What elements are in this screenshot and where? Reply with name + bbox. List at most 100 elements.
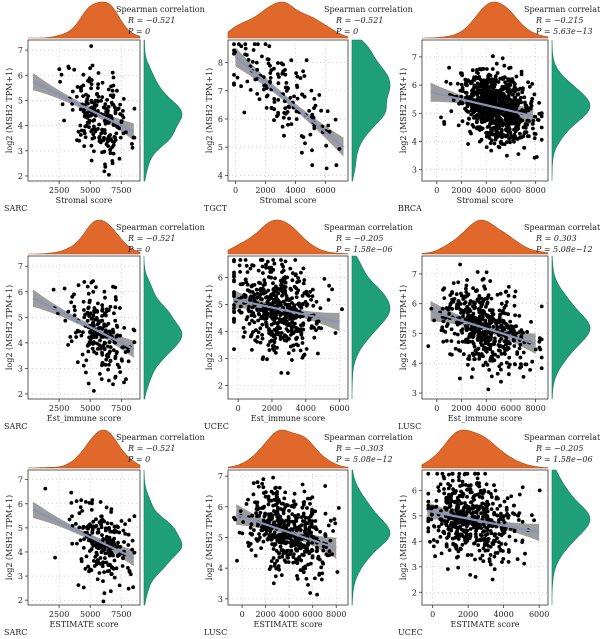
data-point [450,471,455,476]
data-point [525,330,529,334]
data-point [522,109,527,113]
data-point [451,281,456,285]
data-point [97,546,102,550]
data-point [471,503,475,508]
data-point [78,538,83,543]
data-point [107,172,111,177]
data-point [298,348,303,353]
y-tick-label: 5 [218,143,223,152]
data-point [78,123,83,128]
data-point [96,71,101,75]
x-tick-label: 8000 [525,404,545,413]
data-point [232,48,236,53]
data-point [98,522,103,526]
data-point [267,44,272,49]
data-point [489,138,494,143]
data-point [269,489,274,494]
data-point [524,130,529,135]
data-point [98,372,102,376]
y-axis-label: log2 (MSH2 TPM+1) [399,68,408,153]
data-point [492,126,497,130]
data-point [508,103,512,108]
data-point [476,298,480,303]
data-point [448,504,453,508]
data-point [107,527,111,531]
data-point [447,548,452,552]
data-point [458,262,462,267]
data-point [481,507,486,512]
data-point [232,317,236,322]
data-point [532,131,537,136]
data-point [465,278,469,282]
data-point [235,558,239,563]
data-point [499,533,504,538]
data-point [490,121,495,125]
data-point [302,74,307,78]
annotation-heading: Spearman correlation [524,433,600,442]
data-point [104,313,108,318]
data-point [304,545,309,549]
data-point [301,511,306,516]
data-point [499,141,503,146]
data-point [96,94,101,99]
data-point [303,549,307,554]
data-point [252,292,257,297]
data-point [456,475,461,479]
data-point [506,340,511,345]
data-point [328,518,333,523]
data-point [458,349,462,353]
data-point [268,302,272,306]
data-point [295,574,299,578]
data-point [485,313,490,318]
data-point [257,312,262,317]
data-point [261,518,266,523]
data-point [480,495,485,500]
data-point [531,122,535,126]
data-point [281,62,285,67]
data-point [72,304,77,309]
data-point [468,309,473,313]
data-point [475,515,480,520]
data-point [284,315,288,320]
data-point [451,299,456,304]
data-point [465,104,470,109]
data-point [92,149,96,154]
data-point [111,348,116,353]
data-point [503,94,507,99]
data-point [83,124,88,129]
data-point [490,94,494,99]
data-point [517,346,522,351]
data-point [525,134,530,139]
data-point [272,530,277,535]
data-point [309,324,314,329]
data-point [304,527,308,531]
data-point [93,317,98,322]
data-point [454,306,459,311]
data-point [112,558,117,563]
data-point [80,509,85,513]
data-point [496,144,501,149]
data-point [443,330,448,334]
data-point [310,519,315,523]
data-point [476,89,480,94]
data-point [330,552,334,557]
data-point [272,333,277,338]
data-point [514,331,518,336]
data-point [84,358,89,363]
data-point [426,344,431,348]
data-point [291,560,296,565]
data-point [237,263,242,268]
data-point [468,80,473,84]
data-point [315,545,319,550]
data-point [260,307,265,312]
data-point [523,362,528,367]
data-point [497,308,502,313]
data-point [491,501,495,506]
data-point [112,575,117,580]
spearman-r: R = 0.303 [535,234,577,243]
data-point [460,119,465,124]
data-point [480,126,485,131]
p-value: P = 0 [127,455,150,464]
data-point [471,334,476,338]
y-tick-label: 5 [18,524,23,533]
